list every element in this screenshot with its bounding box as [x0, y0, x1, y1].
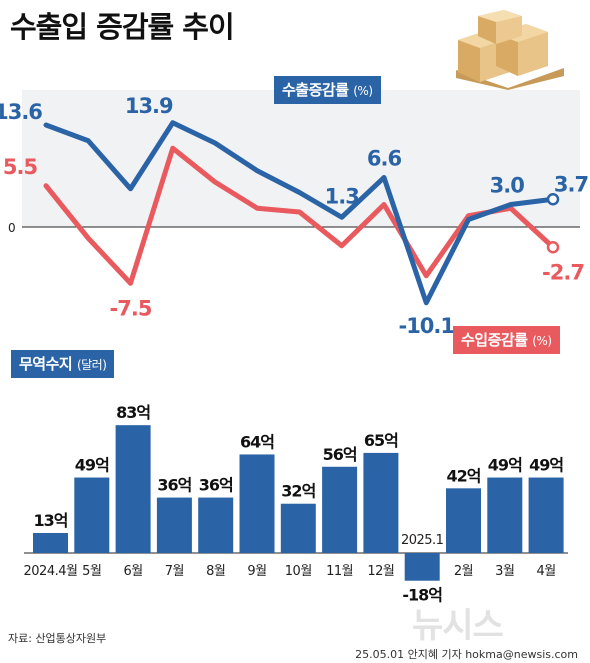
bar-1	[74, 477, 110, 553]
bar-5	[239, 454, 275, 553]
trade-balance-legend: 무역수지 (달러)	[11, 350, 115, 378]
source-note: 자료: 산업통상자원부	[8, 632, 107, 645]
bar-3	[156, 497, 192, 553]
category-label-11: 3월	[495, 564, 514, 579]
data-label-1-0: 5.5	[3, 155, 38, 179]
data-label-0-3: 13.9	[125, 94, 173, 118]
bar-4	[198, 497, 234, 553]
category-label-5: 9월	[247, 564, 266, 579]
category-label-7: 11월	[326, 564, 353, 579]
bar-12	[528, 477, 564, 553]
bar-value-label-6: 32억	[281, 482, 315, 501]
bar-value-label-0: 13억	[34, 511, 68, 530]
category-label-6: 10월	[285, 564, 312, 579]
bar-value-label-8: 65억	[364, 431, 398, 450]
bar-9	[404, 553, 440, 581]
data-label-1-2: -7.5	[110, 296, 152, 320]
credit-note: 25.05.01 안지혜 기자 hokma@newsis.com	[355, 648, 578, 661]
data-label-0-11: 3.0	[490, 174, 525, 198]
bar-value-label-11: 49억	[488, 456, 522, 475]
export-legend: 수출증감률 (%)	[274, 76, 381, 104]
export-legend-unit: (%)	[353, 84, 373, 98]
bar-0	[33, 532, 68, 553]
category-label-2: 6월	[123, 564, 142, 579]
category-label-0: 2024.4월	[24, 564, 78, 579]
series-line-0	[43, 120, 556, 306]
newsis-watermark: 뉴시스	[412, 606, 504, 646]
bar-value-label-12: 49억	[529, 456, 563, 475]
bar-value-label-4: 36억	[199, 476, 233, 495]
plot-background	[22, 90, 580, 227]
category-label-3: 7월	[165, 564, 184, 579]
zero-label: 0	[8, 221, 16, 235]
bar-6	[280, 503, 316, 553]
category-label-1: 5월	[82, 564, 101, 579]
category-label-8: 12월	[367, 564, 394, 579]
bar-11	[487, 477, 523, 553]
trade-balance-legend-unit: (달러)	[76, 358, 107, 372]
bar-value-label-3: 36억	[157, 476, 191, 495]
series-end-marker-0	[546, 193, 560, 206]
series-line-1	[43, 145, 556, 286]
data-label-1-12: -2.7	[542, 260, 584, 284]
bar-value-label-1: 49억	[75, 456, 109, 475]
bar-value-label-2: 83억	[116, 403, 150, 422]
category-label-10: 2월	[454, 564, 473, 579]
bar-2	[115, 425, 151, 553]
data-label-0-9: -10.1	[398, 314, 454, 338]
export-legend-label: 수출증감률	[282, 81, 349, 99]
bar-10	[446, 488, 481, 553]
trade-balance-legend-label: 무역수지	[19, 355, 73, 373]
import-legend-label: 수입증감률	[461, 331, 528, 349]
bar-value-label-7: 56억	[323, 445, 357, 464]
page-title: 수출입 증감률 추이	[10, 10, 235, 44]
bar-value-label-10: 42억	[447, 466, 481, 485]
category-label-4: 8월	[206, 564, 225, 579]
category-label-12: 4월	[536, 564, 555, 579]
import-legend: 수입증감률 (%)	[453, 326, 560, 354]
data-label-0-8: 6.6	[367, 147, 402, 171]
bar-8	[363, 452, 399, 553]
data-label-0-12: 3.7	[554, 172, 588, 196]
category-label-9: 2025.1	[401, 533, 444, 548]
bar-7	[322, 466, 358, 553]
bar-value-label-9: -18억	[402, 586, 442, 605]
data-label-0-7: 1.3	[325, 184, 359, 208]
bar-value-label-5: 64억	[240, 432, 274, 451]
import-legend-unit: (%)	[532, 334, 552, 348]
cardboard-boxes-icon	[456, 10, 564, 90]
series-end-marker-1	[546, 241, 560, 254]
data-label-0-0: 13.6	[0, 100, 42, 124]
